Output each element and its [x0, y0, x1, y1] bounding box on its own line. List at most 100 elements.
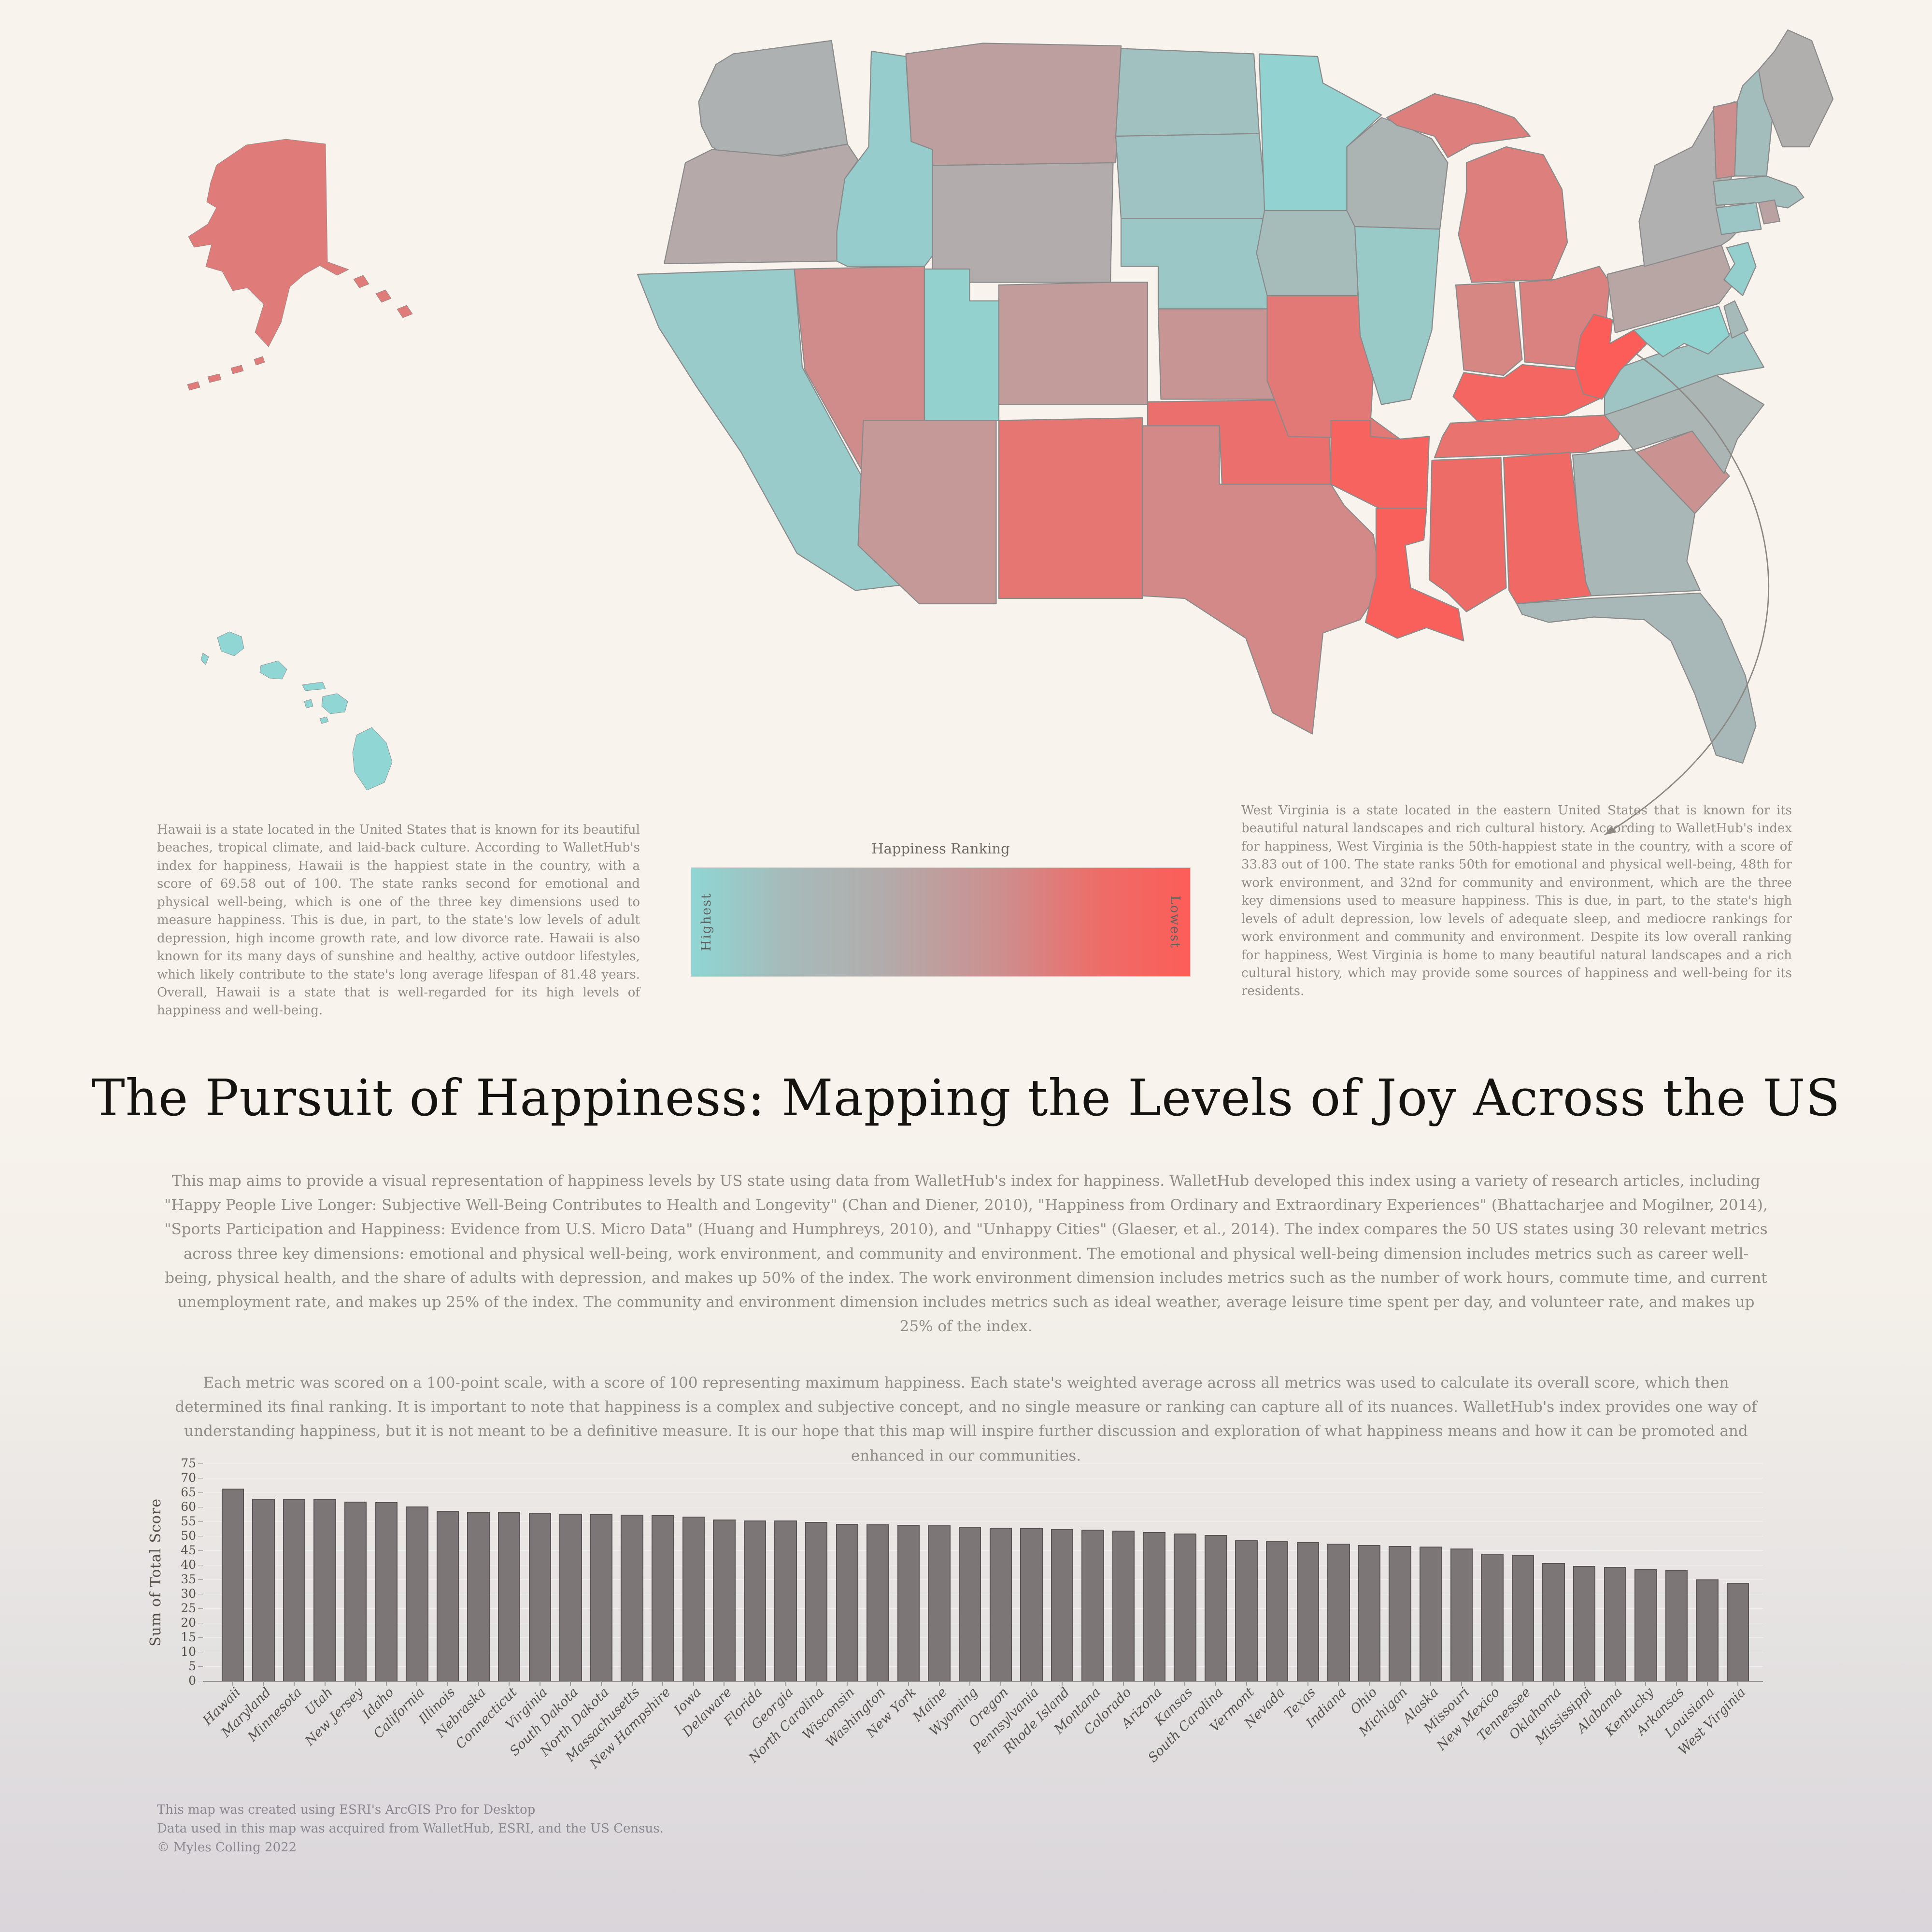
x-tick-mark-alabama [1614, 1682, 1616, 1686]
x-tick-mark-kentucky [1645, 1682, 1647, 1686]
west-virginia-annotation-text: West Virginia is a state located in the … [1241, 803, 1792, 999]
bar-arizona [1143, 1532, 1165, 1681]
bar-west-virginia [1726, 1583, 1749, 1681]
bar-indiana [1327, 1543, 1350, 1681]
x-tick-mark-florida [754, 1682, 755, 1686]
state-hawaii [259, 660, 287, 680]
leader-line-west-virginia [1604, 353, 1770, 836]
bar-alabama [1604, 1566, 1626, 1681]
bar-texas [1296, 1542, 1319, 1681]
legend-title: Happiness Ranking [871, 840, 1010, 857]
state-louisiana [1364, 507, 1464, 642]
x-tick-mark-colorado [1123, 1682, 1124, 1686]
bar-new-hampshire [651, 1515, 674, 1681]
state-delaware [1723, 300, 1749, 339]
bar-idaho [375, 1502, 398, 1681]
x-tick-mark-wyoming [969, 1682, 971, 1686]
hawaii-annotation-text: Hawaii is a state located in the United … [157, 823, 640, 1018]
y-tick-mark-35 [198, 1579, 203, 1580]
bar-north-carolina [805, 1521, 828, 1681]
state-alaska [375, 289, 392, 303]
y-tick-mark-15 [198, 1637, 203, 1638]
chart-x-labels: Hawaii Maryland Minnesota Utah New Jersey Ida… [200, 1685, 1763, 1801]
x-tick-mark-illinois [447, 1682, 448, 1686]
gridline-45 [203, 1550, 1763, 1551]
y-tick-label-15: 15 [181, 1630, 196, 1644]
legend-highest-text: Highest [699, 893, 714, 952]
state-new-jersey [1723, 242, 1757, 297]
x-tick-mark-idaho [385, 1682, 387, 1686]
poster-title: The Pursuit of Happiness: Mapping the Le… [91, 1068, 1841, 1127]
bar-south-carolina [1204, 1534, 1227, 1681]
x-tick-mark-michigan [1399, 1682, 1401, 1686]
bar-oregon [989, 1528, 1012, 1681]
credit-line-copyright: © Myles Colling 2022 [157, 1840, 297, 1855]
bar-maine [928, 1525, 951, 1681]
bar-north-dakota [590, 1514, 613, 1681]
state-oregon [663, 143, 859, 265]
x-tick-mark-maryland [263, 1682, 264, 1686]
bar-arkansas [1665, 1570, 1688, 1681]
methodology-paragraph: Each metric was scored on a 100-point sc… [175, 1374, 1757, 1464]
credits-footer: This map was created using ESRI's ArcGIS… [157, 1801, 664, 1857]
state-hawaii [217, 631, 244, 656]
x-tick-mark-north-carolina [816, 1682, 817, 1686]
x-tick-mark-minnesota [294, 1682, 295, 1686]
bar-california [406, 1506, 428, 1681]
state-maine [1758, 29, 1834, 148]
state-north-dakota [1115, 48, 1260, 137]
y-tick-label-35: 35 [181, 1572, 196, 1586]
state-vermont [1713, 101, 1738, 180]
x-tick-mark-maine [938, 1682, 940, 1686]
bar-new-york [897, 1524, 920, 1681]
bar-alaska [1419, 1547, 1442, 1681]
x-tick-mark-new-hampshire [662, 1682, 664, 1686]
state-hawaii [352, 727, 393, 791]
y-tick-mark-75 [198, 1463, 203, 1464]
bar-nevada [1265, 1541, 1289, 1681]
bar-mississippi [1573, 1566, 1596, 1681]
x-tick-mark-north-dakota [601, 1682, 602, 1686]
x-tick-mark-alaska [1430, 1682, 1432, 1686]
y-tick-label-50: 50 [181, 1529, 196, 1543]
gridline-25 [203, 1608, 1763, 1609]
state-alabama [1503, 452, 1592, 605]
bar-kansas [1174, 1533, 1196, 1681]
y-tick-mark-25 [198, 1608, 203, 1609]
bar-ohio [1358, 1545, 1381, 1681]
x-tick-mark-south-carolina [1215, 1682, 1216, 1686]
x-tick-mark-oregon [1000, 1682, 1001, 1686]
state-alaska [207, 373, 222, 383]
x-tick-mark-hawaii [232, 1682, 233, 1686]
bar-new-mexico [1481, 1554, 1504, 1681]
state-wisconsin [1346, 117, 1449, 230]
state-wyoming [932, 162, 1114, 283]
state-virginia [1604, 329, 1765, 416]
bar-michigan [1389, 1546, 1411, 1681]
y-tick-label-40: 40 [181, 1558, 196, 1572]
x-tick-mark-indiana [1338, 1682, 1339, 1686]
state-utah [923, 268, 1000, 421]
state-massachusetts [1713, 175, 1804, 209]
credit-line-data: Data used in this map was acquired from … [157, 1821, 664, 1836]
x-tick-mark-wisconsin [846, 1682, 848, 1686]
x-tick-mark-mississippi [1584, 1682, 1585, 1686]
x-tick-mark-arizona [1153, 1682, 1155, 1686]
state-indiana [1455, 282, 1523, 376]
bar-vermont [1235, 1540, 1258, 1681]
y-tick-label-70: 70 [181, 1471, 196, 1485]
x-tick-mark-new-jersey [355, 1682, 356, 1686]
bar-oklahoma [1542, 1563, 1565, 1681]
state-montana [905, 43, 1122, 166]
x-tick-mark-vermont [1246, 1682, 1247, 1686]
y-tick-label-30: 30 [181, 1587, 196, 1601]
gridline-5 [203, 1666, 1763, 1667]
x-tick-mark-tennessee [1522, 1682, 1523, 1686]
x-tick-mark-connecticut [509, 1682, 510, 1686]
x-tick-mark-iowa [693, 1682, 694, 1686]
chart-y-axis-label-text: Sum of Total Score [147, 1498, 164, 1647]
gridline-55 [203, 1521, 1763, 1522]
credit-line-software: This map was created using ESRI's ArcGIS… [157, 1803, 536, 1817]
y-tick-label-0: 0 [188, 1674, 196, 1688]
